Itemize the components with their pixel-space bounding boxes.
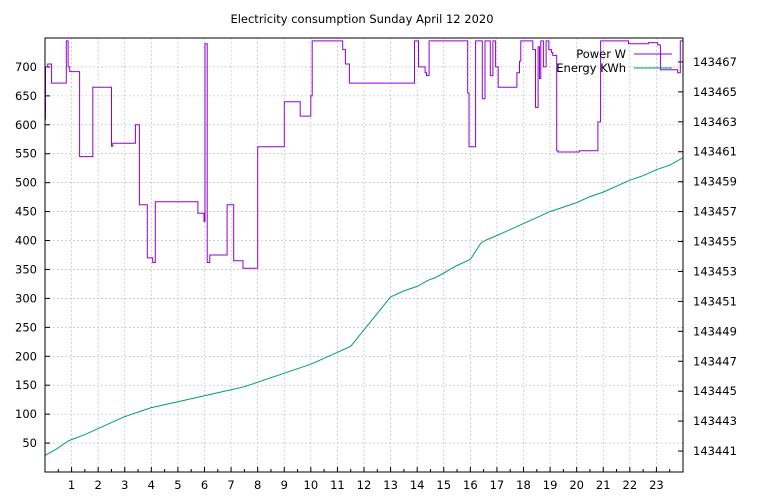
x-tick-label: 6 (201, 478, 208, 492)
x-tick-label: 21 (596, 478, 611, 492)
y-left-tick-label: 700 (15, 60, 37, 74)
y-left-tick-label: 150 (15, 378, 37, 392)
series-line-energy (45, 157, 683, 456)
y-right-tick-label: 143447 (693, 354, 737, 368)
y-right-tick-label: 143455 (693, 235, 737, 249)
x-tick-label: 8 (254, 478, 261, 492)
x-tick-label: 11 (330, 478, 345, 492)
y-left-tick-label: 500 (15, 176, 37, 190)
y-left-tick-label: 250 (15, 320, 37, 334)
y-left-tick-label: 200 (15, 349, 37, 363)
legend-label: Energy KWh (556, 61, 626, 75)
x-tick-label: 4 (148, 478, 155, 492)
y-right-tick-label: 143467 (693, 55, 737, 69)
y-left-tick-label: 350 (15, 262, 37, 276)
y-right-tick-label: 143463 (693, 115, 737, 129)
x-tick-label: 10 (304, 478, 319, 492)
x-tick-label: 18 (516, 478, 531, 492)
series-line-power (45, 40, 683, 269)
y-right-tick-label: 143445 (693, 384, 737, 398)
y-left-tick-label: 100 (15, 407, 37, 421)
x-tick-label: 19 (543, 478, 558, 492)
x-tick-label: 7 (227, 478, 234, 492)
y-right-tick-label: 143459 (693, 175, 737, 189)
y-right-tick-label: 143451 (693, 294, 737, 308)
y-left-tick-label: 550 (15, 147, 37, 161)
y-left-tick-label: 450 (15, 205, 37, 219)
y-right-tick-label: 143465 (693, 85, 737, 99)
x-tick-label: 14 (410, 478, 425, 492)
series-lines (45, 40, 683, 456)
x-tick-label: 23 (649, 478, 664, 492)
y-left-tick-label: 400 (15, 234, 37, 248)
plot-frame (44, 37, 684, 473)
x-tick-label: 9 (281, 478, 288, 492)
y-right-tick-label: 143443 (693, 414, 737, 428)
x-tick-label: 20 (569, 478, 584, 492)
x-tick-label: 17 (490, 478, 505, 492)
x-tick-label: 1 (68, 478, 75, 492)
y-right-tick-label: 143461 (693, 145, 737, 159)
grid (45, 38, 683, 472)
legend-label: Power W (576, 47, 626, 61)
x-tick-label: 12 (357, 478, 372, 492)
x-tick-label: 5 (174, 478, 181, 492)
x-tick-label: 13 (383, 478, 398, 492)
x-tick-label: 2 (95, 478, 102, 492)
y-right-tick-label: 143453 (693, 264, 737, 278)
y-left-tick-label: 600 (15, 118, 37, 132)
axis-ticks: 1 2 3 4 5 6 7 8 9 10 11 12 13 14 15 16 17 18 19 20 21 22 23501… (15, 55, 737, 492)
y-left-tick-label: 650 (15, 89, 37, 103)
y-right-tick-label: 143457 (693, 205, 737, 219)
x-tick-label: 16 (463, 478, 478, 492)
chart-title: Electricity consumption Sunday April 12 … (230, 12, 493, 26)
x-tick-label: 15 (436, 478, 451, 492)
y-right-tick-label: 143441 (693, 444, 737, 458)
y-left-tick-label: 300 (15, 291, 37, 305)
x-tick-label: 22 (623, 478, 638, 492)
y-right-tick-label: 143449 (693, 324, 737, 338)
y-left-tick-label: 50 (22, 436, 37, 450)
x-tick-label: 3 (121, 478, 128, 492)
